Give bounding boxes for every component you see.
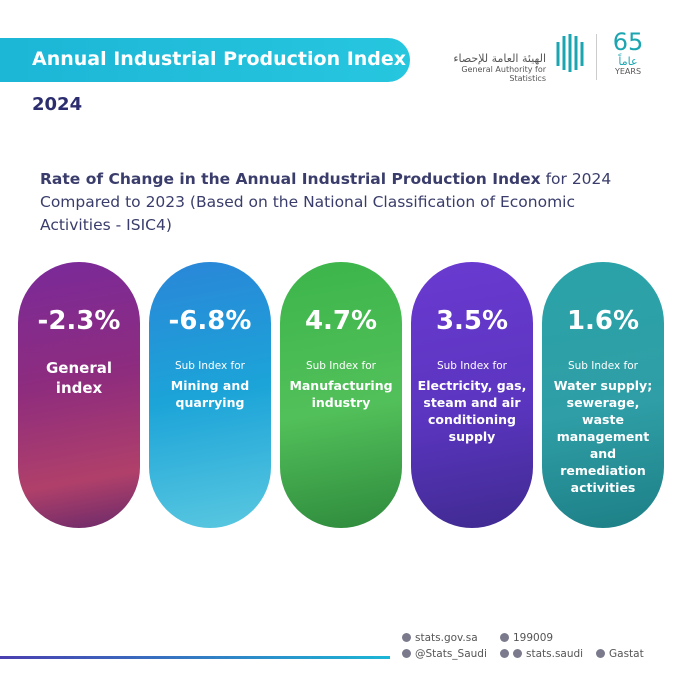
facebook[interactable]: stats.saudi bbox=[526, 648, 584, 660]
card-value: 1.6% bbox=[566, 306, 640, 336]
website[interactable]: stats.gov.sa bbox=[415, 632, 478, 644]
year: 2024 bbox=[32, 94, 83, 115]
linkedin[interactable]: Gastat bbox=[609, 648, 644, 660]
subtitle-bold: Rate of Change in the Annual Industrial … bbox=[40, 170, 541, 188]
footer-facebook[interactable]: stats.saudi bbox=[500, 648, 583, 660]
phone[interactable]: 199009 bbox=[513, 632, 554, 644]
subtitle: Rate of Change in the Annual Industrial … bbox=[40, 168, 650, 237]
card-label: Manufacturing industry bbox=[289, 378, 393, 410]
anniversary: 65 عاماً YEARS bbox=[606, 28, 650, 76]
card-label: Water supply; sewerage, waste management… bbox=[553, 378, 653, 495]
org-emblem bbox=[556, 34, 584, 72]
index-card: 1.6% Sub Index for Water supply; sewerage,… bbox=[542, 262, 664, 528]
card-text: Sub Index for Electricity, gas, steam and… bbox=[417, 358, 527, 445]
title-banner bbox=[0, 38, 410, 82]
footer-twitter[interactable]: @Stats_Saudi bbox=[402, 648, 487, 660]
org-logo-text: الهيئة العامة للإحصاء General Authority … bbox=[430, 52, 546, 83]
card-prefix: Sub Index for bbox=[174, 360, 245, 372]
card-text: Sub Index for Water supply; sewerage, was… bbox=[548, 358, 658, 496]
title: Annual Industrial Production Index bbox=[32, 48, 407, 70]
anniversary-arabic: عاماً bbox=[618, 55, 638, 68]
card-value: 4.7% bbox=[304, 306, 378, 336]
footer-phone[interactable]: 199009 bbox=[500, 632, 553, 644]
card-text: General index bbox=[24, 358, 134, 398]
org-arabic: الهيئة العامة للإحصاء bbox=[453, 52, 546, 65]
anniversary-english: YEARS bbox=[614, 67, 642, 76]
card-prefix: Sub Index for bbox=[436, 360, 507, 372]
anniversary-number: 65 bbox=[612, 28, 644, 56]
card-prefix: Sub Index for bbox=[567, 360, 638, 372]
footer-linkedin[interactable]: Gastat bbox=[596, 648, 644, 660]
divider bbox=[596, 34, 597, 80]
index-card: 3.5% Sub Index for Electricity, gas, steam… bbox=[411, 262, 533, 528]
footer-line bbox=[0, 656, 390, 659]
footer-website[interactable]: stats.gov.sa bbox=[402, 632, 478, 644]
card-text: Sub Index for Manufacturing industry bbox=[286, 358, 396, 411]
index-card: -2.3% General index bbox=[18, 262, 140, 528]
org-english: General Authority for Statistics bbox=[461, 65, 546, 83]
card-value: -6.8% bbox=[168, 306, 252, 336]
card-text: Sub Index for Mining and quarrying bbox=[155, 358, 265, 411]
subtitle-regular: for 2024 Compared to 2023 (Based on the … bbox=[40, 170, 612, 234]
card-value: 3.5% bbox=[435, 306, 509, 336]
card-label: General index bbox=[46, 359, 112, 397]
card-prefix: Sub Index for bbox=[305, 360, 376, 372]
twitter[interactable]: @Stats_Saudi bbox=[415, 648, 487, 660]
index-card: -6.8% Sub Index for Mining and quarrying bbox=[149, 262, 271, 528]
card-label: Electricity, gas, steam and air conditio… bbox=[417, 378, 527, 444]
index-card: 4.7% Sub Index for Manufacturing industry bbox=[280, 262, 402, 528]
card-label: Mining and quarrying bbox=[170, 378, 250, 410]
card-value: -2.3% bbox=[37, 306, 121, 336]
